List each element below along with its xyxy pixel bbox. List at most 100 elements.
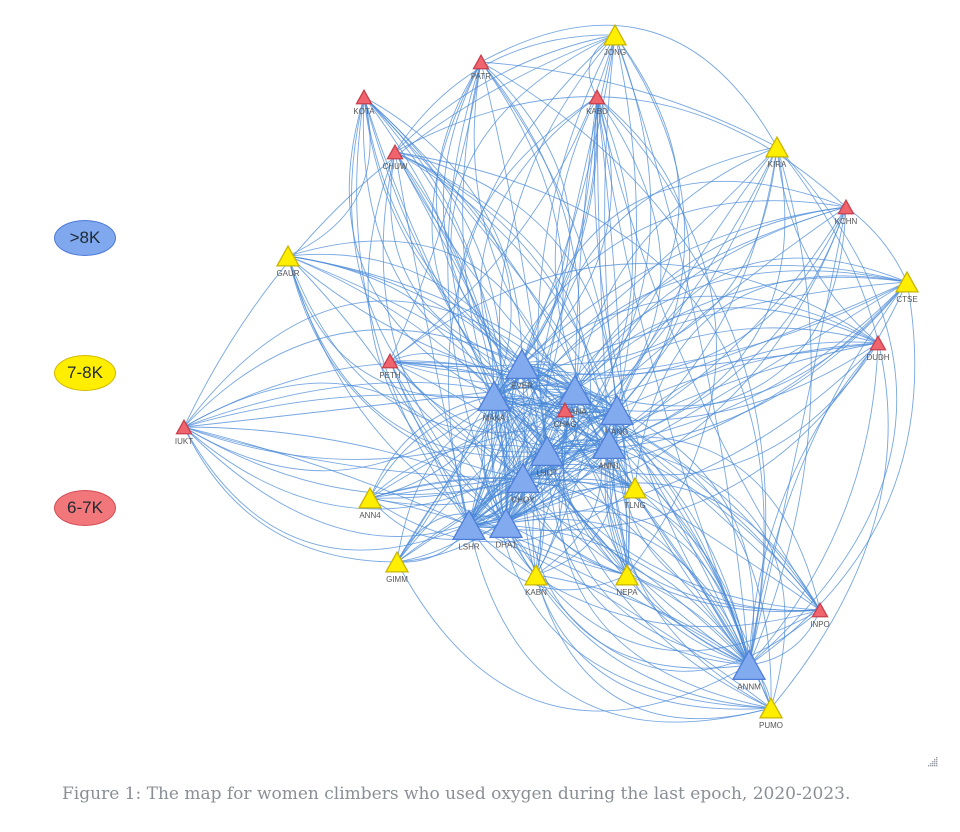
edge-iukt-ever: [183, 329, 523, 428]
edge-peth-mana: [389, 360, 576, 391]
edge-iukt-gimm: [183, 426, 398, 563]
edge-chag-annm: [564, 409, 750, 666]
legend-7-8k: 7-8K: [54, 355, 116, 391]
edge-ann4-choy: [369, 477, 524, 499]
node-maka[interactable]: MAKA: [476, 380, 512, 423]
edge-inpo-kabn: [535, 574, 821, 672]
triangle-marker-icon: [529, 435, 565, 467]
edge-ctse-dha1: [505, 270, 908, 524]
edge-pumo-maka: [491, 395, 772, 709]
resize-handle-icon[interactable]: [926, 755, 938, 767]
node-kchn[interactable]: KCHN: [835, 198, 858, 226]
node-lshr[interactable]: LSHR: [451, 509, 487, 552]
triangle-marker-icon: [175, 418, 193, 435]
node-label: MANA: [563, 407, 587, 416]
node-pumo[interactable]: PUMO: [758, 696, 784, 730]
edge-kira-lshr: [468, 146, 778, 526]
node-label: LHOT: [536, 468, 557, 477]
edge-maka-nepa: [493, 395, 628, 576]
node-ever[interactable]: EVER: [504, 348, 540, 391]
edge-gaur-lshr: [287, 255, 470, 526]
triangle-marker-icon: [523, 563, 549, 586]
node-label: KCHN: [835, 217, 858, 226]
node-label: PATR: [471, 72, 491, 81]
node-lhot[interactable]: LHOT: [529, 435, 565, 478]
triangle-marker-icon: [505, 462, 541, 494]
edge-pumo-mana: [558, 389, 772, 709]
node-dudh[interactable]: DUDH: [866, 334, 890, 362]
node-choy[interactable]: CHOY: [505, 462, 541, 505]
node-iukt[interactable]: IUKT: [175, 418, 193, 446]
edge-tlng-choy: [522, 463, 636, 489]
node-nepa[interactable]: NEPA: [614, 563, 640, 597]
edge-kchn-choy: [522, 206, 847, 479]
node-label: CTSE: [896, 295, 917, 304]
node-kabn[interactable]: KABN: [523, 563, 549, 597]
edge-kabn-pumo: [535, 574, 772, 720]
triangle-marker-icon: [837, 198, 855, 215]
legend-over-8k: >8K: [54, 220, 116, 256]
node-label: KANG: [606, 427, 629, 436]
node-chag[interactable]: CHAG: [553, 401, 577, 429]
node-ann1[interactable]: ANN1: [591, 428, 627, 471]
triangle-marker-icon: [599, 394, 635, 426]
edge-tlng-chuw: [394, 151, 636, 489]
edge-peth-lhot: [389, 360, 548, 453]
edge-annm-dudh: [748, 342, 879, 666]
edge-choy-nepa: [522, 477, 628, 576]
node-kota[interactable]: KOTA: [353, 88, 375, 116]
edge-tlng-lshr: [468, 478, 636, 526]
node-chuw[interactable]: CHUW: [383, 143, 408, 171]
edge-peth-dha1: [389, 360, 507, 524]
node-kang[interactable]: KANG: [599, 394, 635, 437]
node-kabd[interactable]: KABD: [586, 88, 608, 116]
node-label: KIRA: [768, 160, 787, 169]
node-inpo[interactable]: INPO: [810, 601, 830, 629]
edge-kchn-gimm: [396, 206, 847, 563]
edge-iukt-inpo: [183, 382, 821, 611]
triangle-marker-icon: [614, 563, 640, 586]
edge-annm-lhot: [546, 450, 750, 666]
edge-jong-lshr: [468, 34, 652, 526]
node-gaur[interactable]: GAUR: [275, 244, 301, 278]
triangle-marker-icon: [451, 509, 487, 541]
node-jong[interactable]: JONG: [602, 23, 628, 57]
edge-ctse-lshr: [468, 265, 908, 526]
edge-kota-choy: [351, 96, 524, 479]
edge-ctse-peth: [389, 281, 908, 377]
network-edges: [183, 24, 916, 723]
node-ann4[interactable]: ANN4: [357, 486, 383, 520]
node-gimm[interactable]: GIMM: [384, 550, 410, 584]
node-label: DUDH: [866, 353, 889, 362]
node-mana[interactable]: MANA: [557, 374, 593, 417]
node-tlng[interactable]: TLNG: [622, 476, 648, 510]
node-label: DHA1: [495, 540, 517, 549]
edge-kchn-lhot: [546, 206, 847, 452]
node-patr[interactable]: PATR: [471, 53, 491, 81]
edge-chuw-kchn: [394, 96, 847, 208]
edge-ctse-chag: [564, 281, 908, 411]
triangle-marker-icon: [472, 53, 490, 70]
node-ctse[interactable]: CTSE: [894, 270, 920, 304]
edge-kabd-nepa: [596, 96, 628, 576]
triangle-marker-icon: [381, 352, 399, 369]
node-annm[interactable]: ANNM: [731, 649, 767, 692]
edge-iukt-dha1: [183, 382, 507, 524]
edge-patr-lhot: [480, 61, 548, 452]
edge-annm-maka: [493, 395, 750, 666]
triangle-marker-icon: [869, 334, 887, 351]
edge-kchn-kang: [616, 206, 847, 412]
triangle-marker-icon: [556, 401, 574, 418]
edge-patr-maka: [480, 61, 571, 397]
edge-kira-mana: [574, 146, 778, 391]
node-peth[interactable]: PETH: [379, 352, 401, 380]
edge-chuw-dha1: [382, 151, 507, 524]
node-kira[interactable]: KIRA: [764, 135, 790, 169]
edge-annm-choy: [522, 477, 750, 669]
edge-nepa-maka: [493, 395, 628, 576]
edge-jong-chuw: [394, 34, 616, 153]
edge-kota-gaur: [287, 96, 371, 257]
edge-dudh-kang: [616, 342, 879, 411]
edge-ann4-lhot: [369, 444, 548, 499]
node-dha1[interactable]: DHA1: [488, 507, 524, 550]
